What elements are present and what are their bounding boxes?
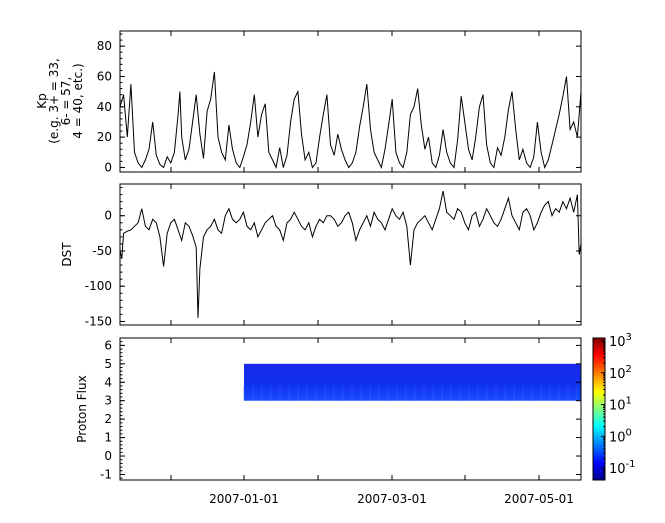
y-tick-label: 20 — [97, 130, 112, 144]
axes-frame — [119, 337, 582, 481]
x-tick-label: 2007-03-01 — [357, 492, 427, 506]
y-tick-label: 5 — [104, 357, 112, 371]
y-tick-label: 0 — [104, 449, 112, 463]
colorbar-label: 100 — [609, 427, 632, 445]
x-tick-label: 2007-05-01 — [504, 492, 574, 506]
proton-flux-panel: -1 0 1 2 3 4 5 6 Proton Flux 2007-01-01 2007-03-01… — [75, 337, 582, 506]
y-axis-label: (e.g. 3+ = 33, — [47, 58, 61, 144]
y-tick-label: 2 — [104, 412, 112, 426]
y-tick-label: 1 — [104, 431, 112, 445]
y-tick-label: -1 — [100, 467, 112, 481]
colorbar-label: 102 — [609, 364, 632, 382]
dst-panel: 0 -50 -100 -150 DST — [60, 183, 582, 328]
y-tick-label: 3 — [104, 394, 112, 408]
y-tick-label: 0 — [104, 209, 112, 223]
y-axis-label: 4 = 40, etc.) — [71, 63, 85, 138]
axes-frame — [119, 30, 582, 173]
y-tick-label: -150 — [85, 314, 112, 328]
kp-panel: 0 20 40 60 80 Kp(e.g. 3+ = 33,6- = 57,4 = 40,… — [35, 30, 582, 174]
y-tick-label: 4 — [104, 375, 112, 389]
kp-line — [119, 71, 582, 170]
colorbar: 10-1 100 101 102 103 — [592, 332, 636, 481]
y-tick-label: 0 — [104, 160, 112, 174]
y-tick-label: 60 — [97, 69, 112, 83]
colorbar-label: 101 — [609, 396, 632, 414]
y-tick-label: -50 — [92, 244, 112, 258]
y-tick-label: 40 — [97, 100, 112, 114]
y-axis-label: Kp — [35, 93, 49, 109]
y-axis-label: DST — [60, 242, 74, 267]
colorbar-label: 10-1 — [609, 459, 636, 477]
y-axis-label: 6- = 57, — [59, 77, 73, 126]
dst-line — [119, 190, 582, 318]
y-axis-label: Proton Flux — [75, 375, 89, 442]
y-tick-label: -100 — [85, 279, 112, 293]
colorbar-label: 103 — [609, 332, 632, 350]
axes-frame — [119, 183, 582, 326]
x-tick-label: 2007-01-01 — [209, 492, 279, 506]
y-tick-label: 80 — [97, 39, 112, 53]
y-tick-label: 6 — [104, 338, 112, 352]
